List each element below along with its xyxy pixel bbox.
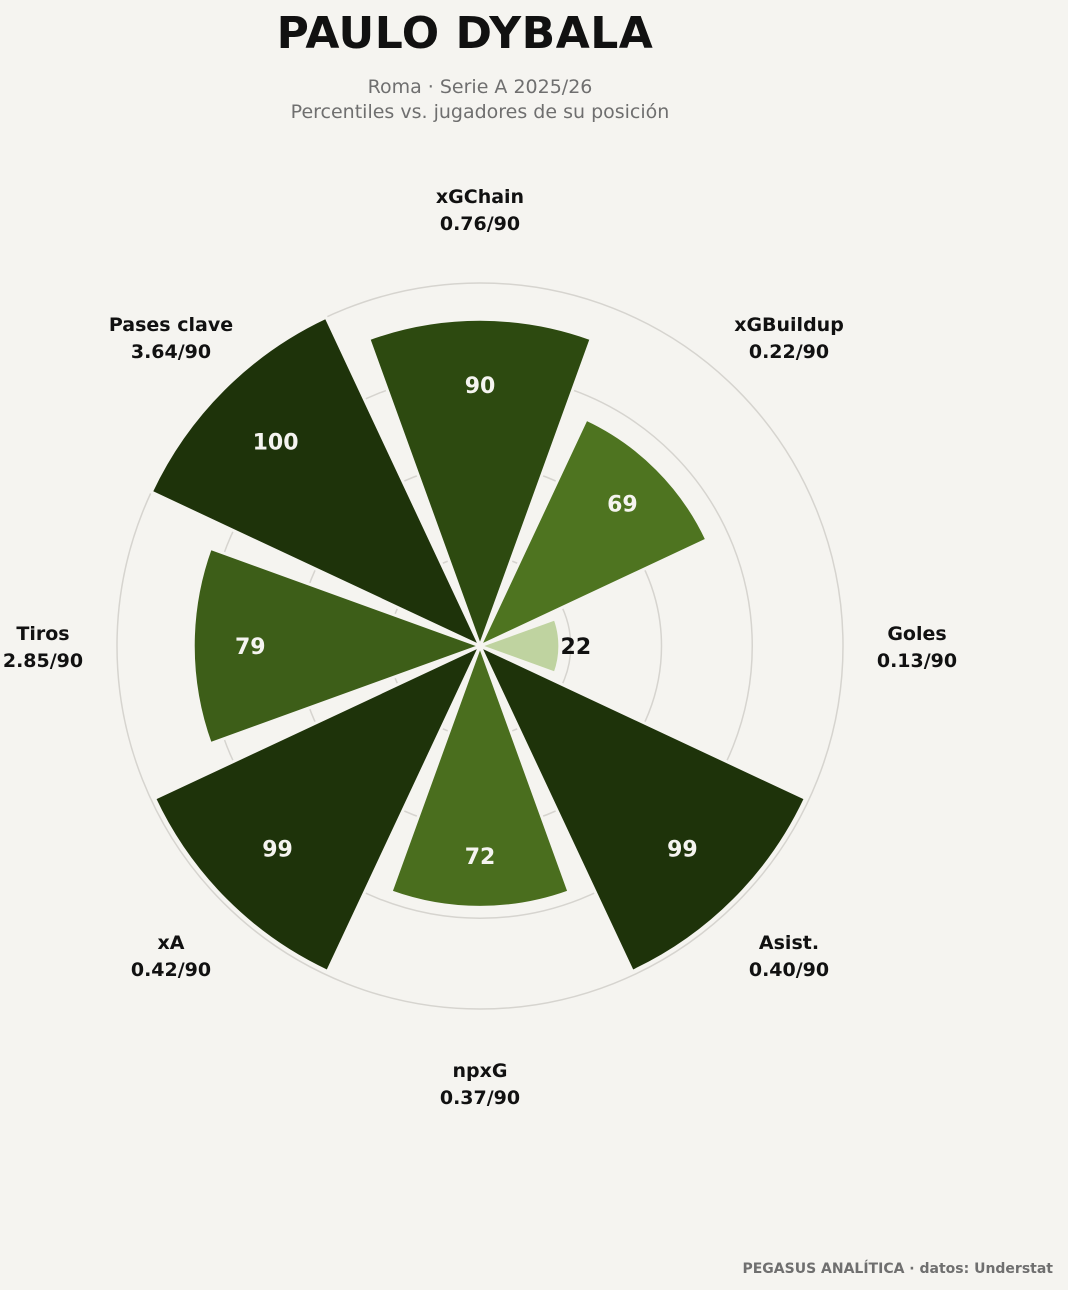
metric-per90: 0.37/90 bbox=[440, 1087, 520, 1109]
value-label-tiros: 79 bbox=[235, 635, 266, 660]
metric-label-npxg: npxG 0.37/90 bbox=[440, 1060, 520, 1109]
bars-layer bbox=[149, 315, 808, 974]
metric-name: xA bbox=[158, 932, 185, 954]
metric-per90: 0.22/90 bbox=[749, 341, 829, 363]
bar-xgchain bbox=[366, 317, 594, 651]
value-label-goles: 22 bbox=[561, 635, 592, 660]
metric-label-xgbuildup: xGBuildup 0.22/90 bbox=[734, 314, 844, 363]
bar-pases-clave bbox=[149, 315, 484, 650]
value-label-xgbuildup: 69 bbox=[607, 493, 638, 518]
metric-label-pases-clave: Pases clave 3.64/90 bbox=[109, 314, 233, 363]
value-label-pases-clave: 100 bbox=[253, 431, 299, 456]
value-label-xa: 99 bbox=[262, 837, 293, 862]
metric-name: Pases clave bbox=[109, 314, 233, 336]
bar-xgbuildup bbox=[476, 417, 709, 650]
metric-label-xa: xA 0.42/90 bbox=[131, 932, 211, 981]
metric-label-goles: Goles 0.13/90 bbox=[877, 623, 957, 672]
bar-npxg bbox=[389, 641, 571, 909]
metric-per90: 0.40/90 bbox=[749, 959, 829, 981]
bar-tiros bbox=[191, 546, 485, 746]
metric-name: Asist. bbox=[759, 932, 819, 954]
chart-subtitle-description: Percentiles vs. jugadores de su posición bbox=[290, 101, 670, 123]
value-label-asist: 99 bbox=[667, 837, 698, 862]
footer-credit: PEGASUS ANALÍTICA · datos: Understat bbox=[742, 1261, 1053, 1277]
metric-label-tiros: Tiros 2.85/90 bbox=[3, 623, 83, 672]
bar-xa bbox=[152, 642, 484, 974]
chart-title: PAULO DYBALA bbox=[276, 8, 654, 59]
metric-per90: 0.13/90 bbox=[877, 650, 957, 672]
value-label-xgchain: 90 bbox=[465, 374, 496, 399]
metric-per90: 2.85/90 bbox=[3, 650, 83, 672]
metric-name: xGChain bbox=[436, 186, 524, 208]
metric-name: xGBuildup bbox=[734, 314, 844, 336]
labels-layer: 90 69 22 99 72 99 79 100 xGChain 0.76/90 xGBuildup… bbox=[3, 186, 957, 1109]
bar-asist bbox=[476, 642, 808, 974]
grid-ring-100 bbox=[116, 282, 844, 1010]
metric-name: Goles bbox=[887, 623, 946, 645]
chart-subtitle-team-season: Roma · Serie A 2025/26 bbox=[367, 76, 593, 98]
metric-name: npxG bbox=[453, 1060, 508, 1082]
metric-label-asist: Asist. 0.40/90 bbox=[749, 932, 829, 981]
value-label-npxg: 72 bbox=[465, 845, 496, 870]
metric-per90: 0.76/90 bbox=[440, 213, 520, 235]
metric-per90: 0.42/90 bbox=[131, 959, 211, 981]
metric-name: Tiros bbox=[16, 623, 69, 645]
bar-goles bbox=[475, 616, 562, 676]
metric-label-xgchain: xGChain 0.76/90 bbox=[436, 186, 524, 235]
metric-per90: 3.64/90 bbox=[131, 341, 211, 363]
